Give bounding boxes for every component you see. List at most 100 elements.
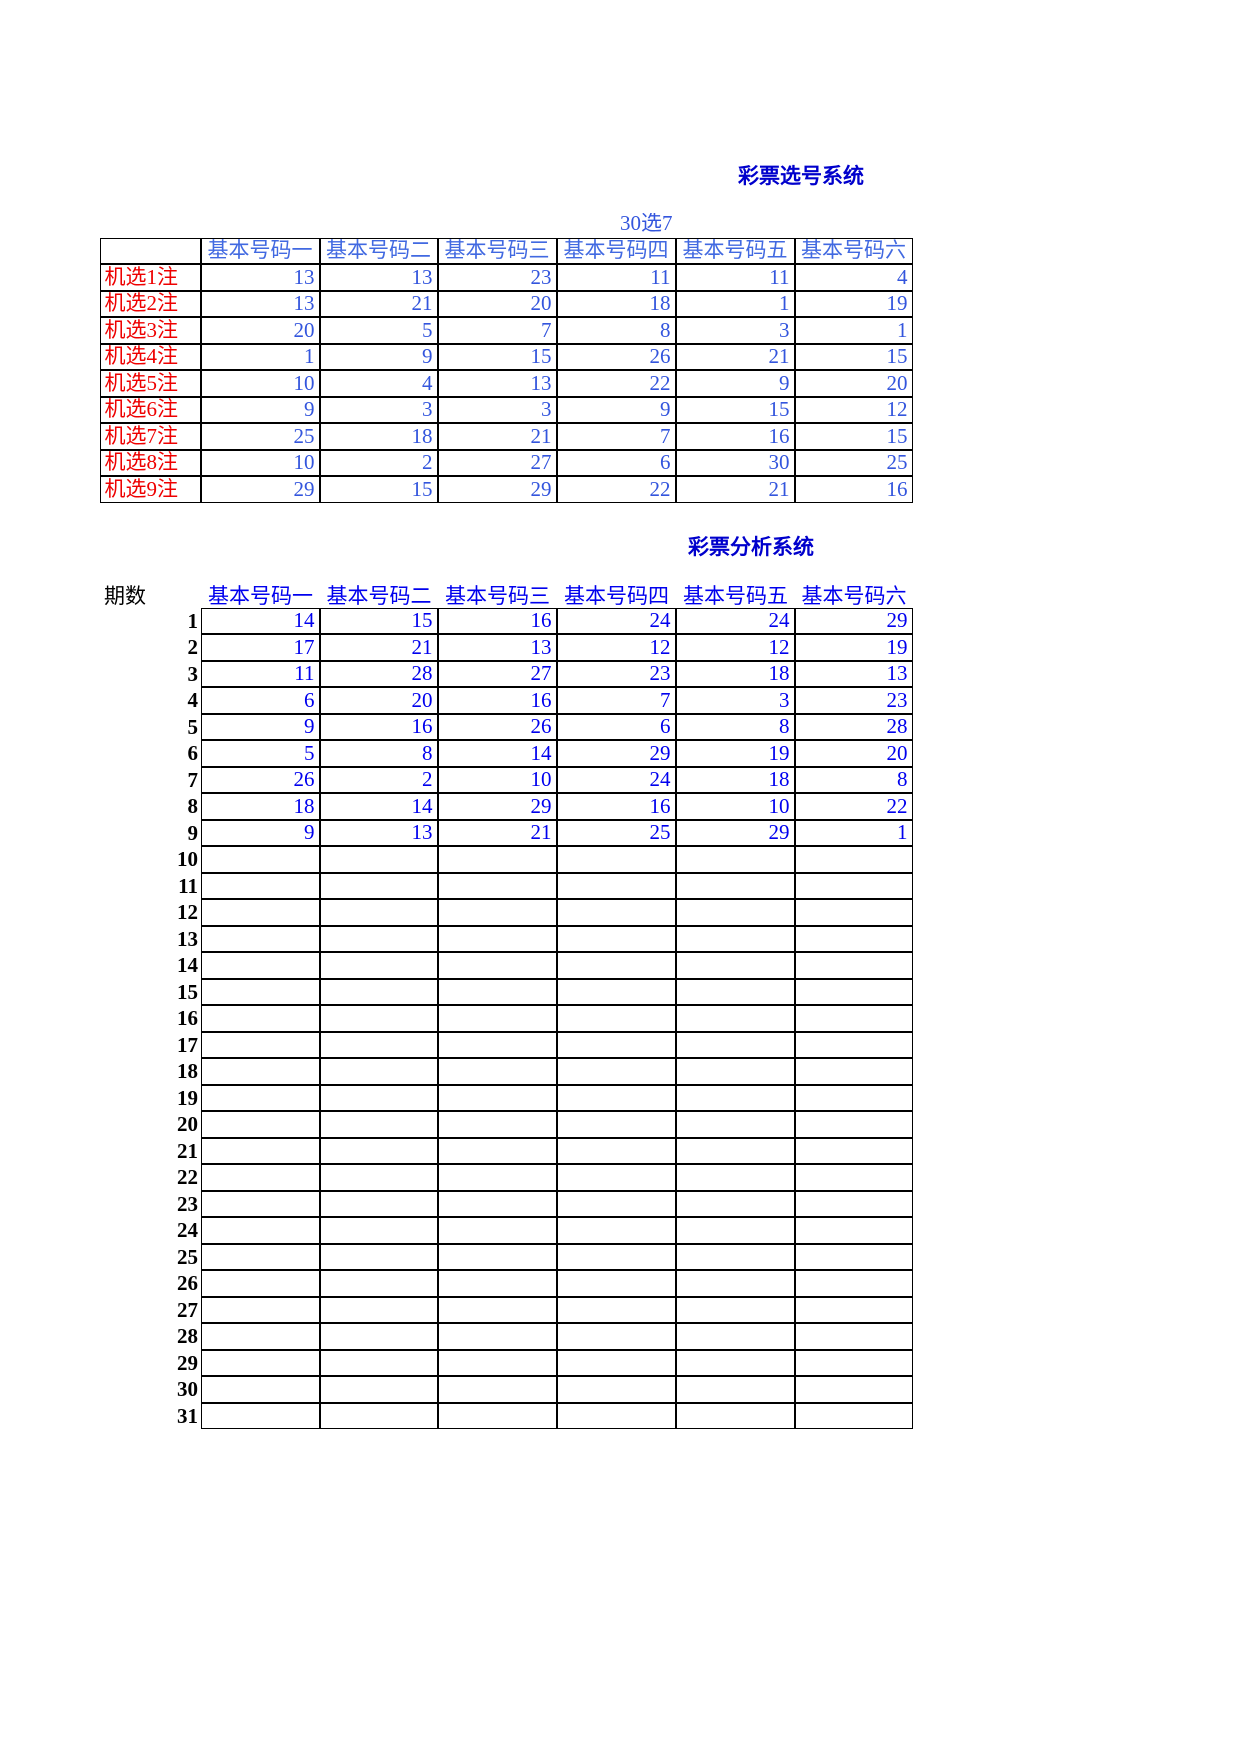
number-cell: 25	[794, 449, 913, 476]
column-header: 基本号码六	[794, 237, 913, 264]
number-cell: 3	[319, 396, 438, 423]
number-cell: 16	[556, 793, 676, 820]
number-cell: 3	[675, 317, 795, 344]
number-cell: 8	[675, 713, 795, 740]
number-cell	[556, 978, 676, 1005]
period-number: 29	[177, 1350, 198, 1375]
number-cell: 13	[794, 660, 913, 687]
number-cell: 21	[437, 819, 557, 846]
row-label: 机选7注	[99, 423, 201, 450]
number-cell	[556, 1137, 676, 1164]
number-cell	[319, 872, 438, 899]
period-number: 15	[177, 979, 198, 1004]
number-cell: 12	[675, 634, 795, 661]
number-cell	[437, 1296, 557, 1323]
period-number: 31	[177, 1403, 198, 1428]
number-cell: 1	[794, 317, 913, 344]
number-cell: 12	[556, 634, 676, 661]
period-number: 25	[177, 1244, 198, 1269]
number-cell: 24	[675, 607, 795, 634]
number-cell	[794, 1084, 913, 1111]
number-cell: 23	[794, 687, 913, 714]
number-cell: 1	[675, 290, 795, 317]
number-cell	[437, 1349, 557, 1376]
number-cell	[675, 978, 795, 1005]
number-cell	[200, 1376, 320, 1403]
number-cell: 19	[675, 740, 795, 767]
number-cell	[200, 925, 320, 952]
number-cell: 18	[675, 660, 795, 687]
number-cell: 22	[556, 370, 676, 397]
number-cell: 15	[319, 607, 438, 634]
number-cell	[556, 1058, 676, 1085]
number-cell: 24	[556, 766, 676, 793]
number-cell	[556, 1217, 676, 1244]
period-number: 3	[187, 661, 199, 686]
number-cell	[794, 1164, 913, 1191]
number-cell: 9	[556, 396, 676, 423]
number-cell: 21	[675, 343, 795, 370]
number-cell: 6	[556, 713, 676, 740]
number-cell: 10	[437, 766, 557, 793]
number-cell: 22	[556, 476, 676, 503]
number-cell	[556, 1270, 676, 1297]
number-cell: 26	[200, 766, 320, 793]
number-cell	[437, 1084, 557, 1111]
row-label: 机选8注	[99, 449, 201, 476]
number-cell	[437, 1031, 557, 1058]
number-cell: 13	[319, 264, 438, 291]
number-cell	[675, 1190, 795, 1217]
number-cell: 9	[319, 343, 438, 370]
number-cell	[200, 1058, 320, 1085]
number-cell: 11	[556, 264, 676, 291]
number-cell	[200, 1190, 320, 1217]
period-number: 11	[178, 873, 198, 898]
number-cell: 13	[200, 264, 320, 291]
number-cell: 20	[437, 290, 557, 317]
period-number: 18	[177, 1059, 198, 1084]
number-cell	[675, 1084, 795, 1111]
number-cell	[437, 1217, 557, 1244]
number-cell: 23	[556, 660, 676, 687]
number-cell	[675, 1005, 795, 1032]
number-cell: 2	[319, 766, 438, 793]
row-label: 机选9注	[99, 476, 201, 503]
row-label: 机选3注	[99, 317, 201, 344]
period-number: 20	[177, 1112, 198, 1137]
number-cell	[794, 1111, 913, 1138]
number-cell: 17	[200, 634, 320, 661]
number-cell: 29	[794, 607, 913, 634]
number-cell: 8	[556, 317, 676, 344]
period-header: 期数	[104, 584, 146, 608]
number-cell: 25	[200, 423, 320, 450]
number-cell	[675, 1137, 795, 1164]
number-cell	[556, 899, 676, 926]
number-cell: 29	[675, 819, 795, 846]
number-cell	[556, 1111, 676, 1138]
number-cell	[319, 1111, 438, 1138]
number-cell	[200, 1164, 320, 1191]
column-header: 基本号码五	[683, 584, 788, 608]
number-cell: 18	[675, 766, 795, 793]
period-number: 7	[187, 767, 199, 792]
number-cell: 4	[319, 370, 438, 397]
period-number: 10	[177, 847, 198, 872]
number-cell	[437, 1111, 557, 1138]
column-header: 基本号码一	[208, 584, 313, 608]
number-cell: 28	[319, 660, 438, 687]
period-number: 4	[187, 688, 199, 713]
number-cell	[794, 1137, 913, 1164]
number-cell	[675, 1031, 795, 1058]
number-cell: 18	[319, 423, 438, 450]
number-cell: 16	[675, 423, 795, 450]
number-cell	[794, 978, 913, 1005]
number-cell	[556, 1323, 676, 1350]
number-cell	[675, 1323, 795, 1350]
number-cell	[319, 899, 438, 926]
period-number: 27	[177, 1297, 198, 1322]
row-label: 机选1注	[99, 264, 201, 291]
number-cell: 7	[556, 423, 676, 450]
number-cell: 21	[437, 423, 557, 450]
number-cell: 12	[794, 396, 913, 423]
number-cell	[794, 899, 913, 926]
